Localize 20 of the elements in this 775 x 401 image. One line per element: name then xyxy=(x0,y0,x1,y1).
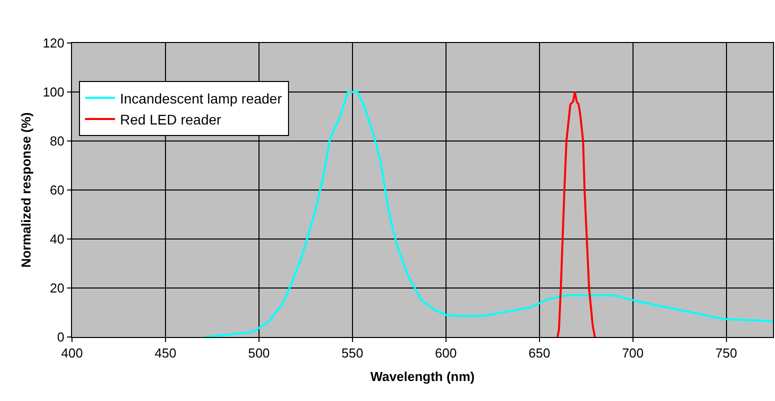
legend-label: Red LED reader xyxy=(120,111,222,128)
x-tick-label: 650 xyxy=(528,346,550,361)
y-tick-label: 0 xyxy=(57,330,64,345)
y-tick-label: 20 xyxy=(50,280,64,296)
legend-label: Incandescent lamp reader xyxy=(120,90,282,106)
x-tick-label: 500 xyxy=(248,346,270,361)
x-tick-label: 400 xyxy=(61,346,83,361)
line-series xyxy=(556,91,596,337)
x-tick-label: 700 xyxy=(622,346,644,361)
x-axis-title: Wavelength (nm) xyxy=(370,369,475,384)
y-tick-label: 100 xyxy=(42,84,64,100)
y-tick-label: 120 xyxy=(42,36,64,51)
y-tick-label: 60 xyxy=(50,182,64,198)
x-tick-label: 600 xyxy=(435,346,457,361)
x-tick-label: 550 xyxy=(342,346,364,361)
x-tick-label: 450 xyxy=(154,346,176,361)
y-axis-title: Normalized response (%) xyxy=(18,112,34,268)
y-tick-label: 80 xyxy=(50,134,64,149)
y-tick-label: 40 xyxy=(50,232,64,247)
x-tick-label: 750 xyxy=(715,346,738,361)
